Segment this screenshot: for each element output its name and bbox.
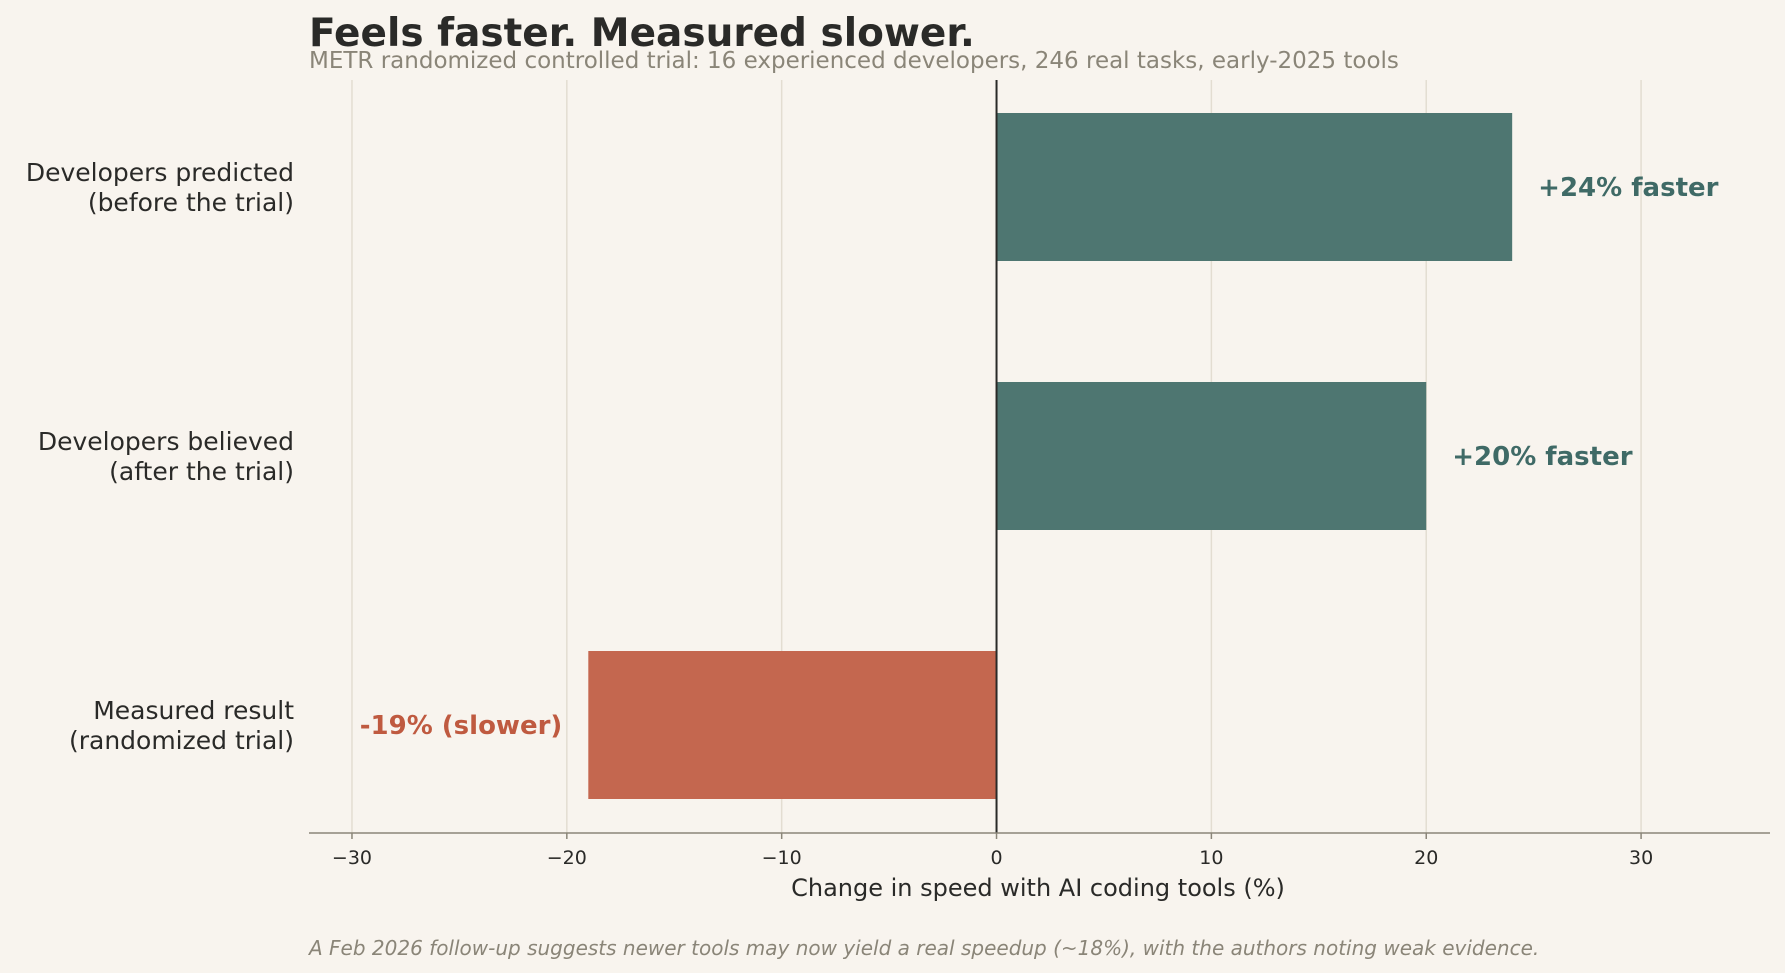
footnote: A Feb 2026 follow-up suggests newer tool… (307, 936, 1539, 960)
x-tick-label: −20 (547, 847, 587, 869)
x-tick-label: −30 (332, 847, 372, 869)
x-tick-label: 0 (990, 847, 1002, 869)
category-label: Measured result (randomized trial) (69, 696, 294, 755)
x-axis-label: Change in speed with AI coding tools (%) (791, 874, 1285, 902)
x-tick-label: −10 (762, 847, 802, 869)
bar (588, 651, 997, 799)
x-tick-label: 30 (1629, 847, 1653, 869)
bars: +24% faster +20% faster -19% (slower) (360, 113, 1719, 799)
x-tick-label: 10 (1199, 847, 1223, 869)
x-tick-label: 20 (1414, 847, 1438, 869)
bar (996, 113, 1513, 261)
category-label: Developers believed (after the trial) (38, 427, 294, 486)
category-label: Developers predicted (before the trial) (26, 158, 294, 217)
data-label: -19% (slower) (360, 711, 563, 741)
bar (996, 382, 1427, 530)
category-labels: Developers predicted (before the trial) De… (26, 158, 294, 755)
chart-subtitle: METR randomized controlled trial: 16 exp… (309, 48, 1399, 74)
data-label: +24% faster (1538, 173, 1718, 203)
x-axis: −30 −20 −10 0 10 20 30 (309, 80, 1770, 869)
chart-title: Feels faster. Measured slower. (309, 11, 975, 56)
data-label: +20% faster (1452, 442, 1632, 472)
